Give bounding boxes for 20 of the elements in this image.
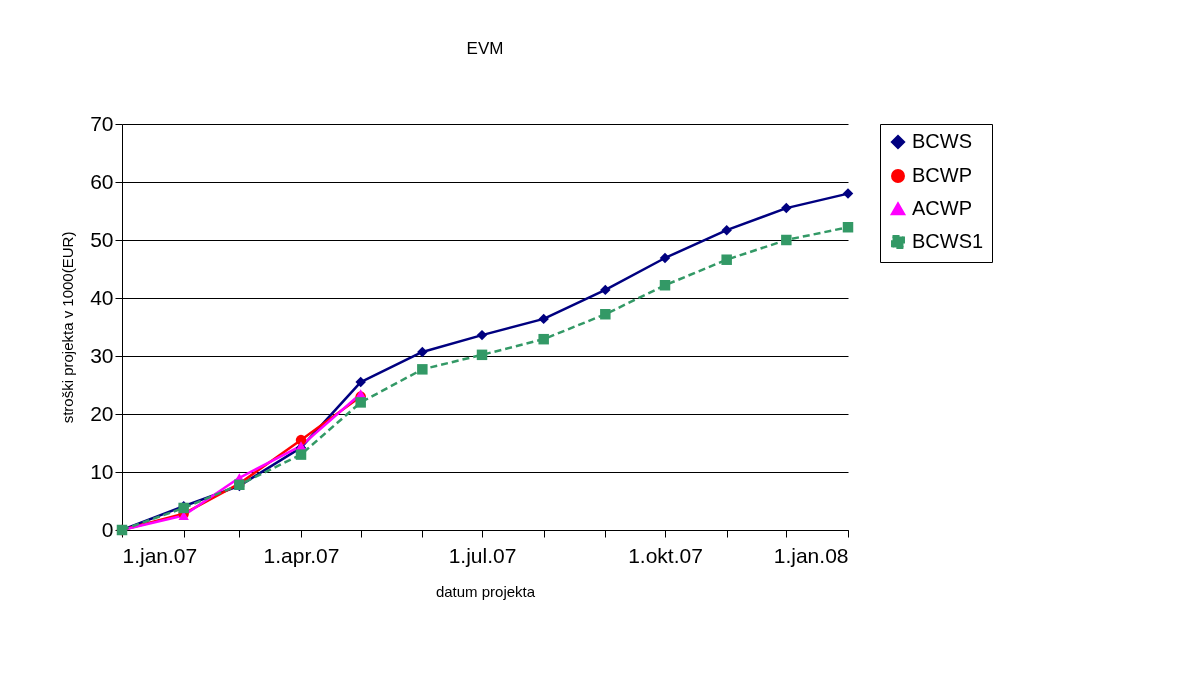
x-tick-label: 1.jan.08 [773, 543, 849, 567]
legend-label: BCWS1 [912, 230, 984, 252]
y-tick-label: 50 [90, 227, 114, 251]
x-tick-label: 1.okt.07 [628, 543, 703, 567]
y-tick-label: 10 [90, 459, 114, 483]
y-tick-label: 20 [90, 401, 114, 425]
legend-label: ACWP [912, 197, 972, 219]
x-tick-label: 1.apr.07 [263, 543, 340, 567]
y-tick-label: 0 [101, 517, 114, 541]
y-tick-label: 70 [90, 111, 114, 135]
chart-title: EVM [466, 39, 504, 58]
x-axis-title: datum projekta [435, 582, 536, 600]
legend-label: BCWP [912, 164, 972, 186]
y-tick-label: 60 [90, 169, 114, 193]
x-tick-label: 1.jan.07 [122, 543, 198, 567]
y-tick-label: 30 [90, 343, 114, 367]
y-tick-label: 40 [90, 285, 114, 309]
x-tick-label: 1.jul.07 [448, 543, 517, 567]
y-axis-title: stroški projekta v 1000(EUR) [59, 231, 77, 424]
legend-label: BCWS [912, 130, 972, 152]
